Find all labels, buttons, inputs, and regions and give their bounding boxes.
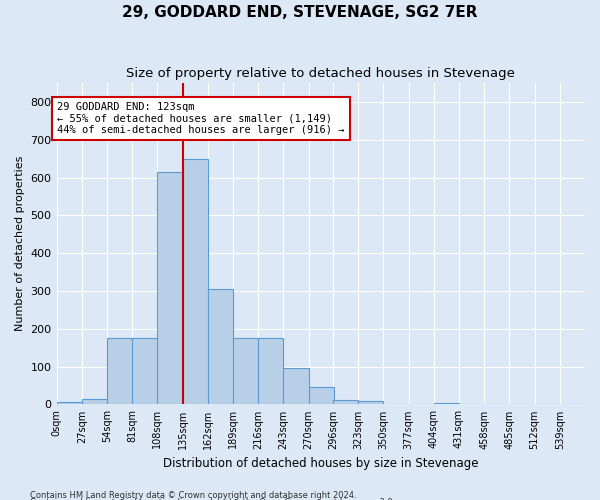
- Bar: [208, 289, 233, 405]
- Bar: [434, 402, 459, 404]
- Bar: [233, 338, 258, 404]
- Text: Contains public sector information licensed under the Open Government Licence v3: Contains public sector information licen…: [30, 498, 395, 500]
- Bar: [56, 402, 82, 404]
- Bar: [107, 338, 132, 404]
- Bar: [333, 400, 358, 404]
- Text: Contains HM Land Registry data © Crown copyright and database right 2024.: Contains HM Land Registry data © Crown c…: [30, 490, 356, 500]
- Bar: [308, 388, 334, 404]
- Bar: [283, 368, 308, 405]
- Bar: [82, 399, 107, 404]
- X-axis label: Distribution of detached houses by size in Stevenage: Distribution of detached houses by size …: [163, 457, 479, 470]
- Y-axis label: Number of detached properties: Number of detached properties: [15, 156, 25, 332]
- Text: 29, GODDARD END, STEVENAGE, SG2 7ER: 29, GODDARD END, STEVENAGE, SG2 7ER: [122, 5, 478, 20]
- Bar: [258, 338, 283, 404]
- Bar: [358, 400, 383, 404]
- Bar: [132, 338, 157, 404]
- Bar: [182, 158, 208, 404]
- Text: 29 GODDARD END: 123sqm
← 55% of detached houses are smaller (1,149)
44% of semi-: 29 GODDARD END: 123sqm ← 55% of detached…: [58, 102, 345, 135]
- Bar: [157, 172, 182, 404]
- Title: Size of property relative to detached houses in Stevenage: Size of property relative to detached ho…: [127, 68, 515, 80]
